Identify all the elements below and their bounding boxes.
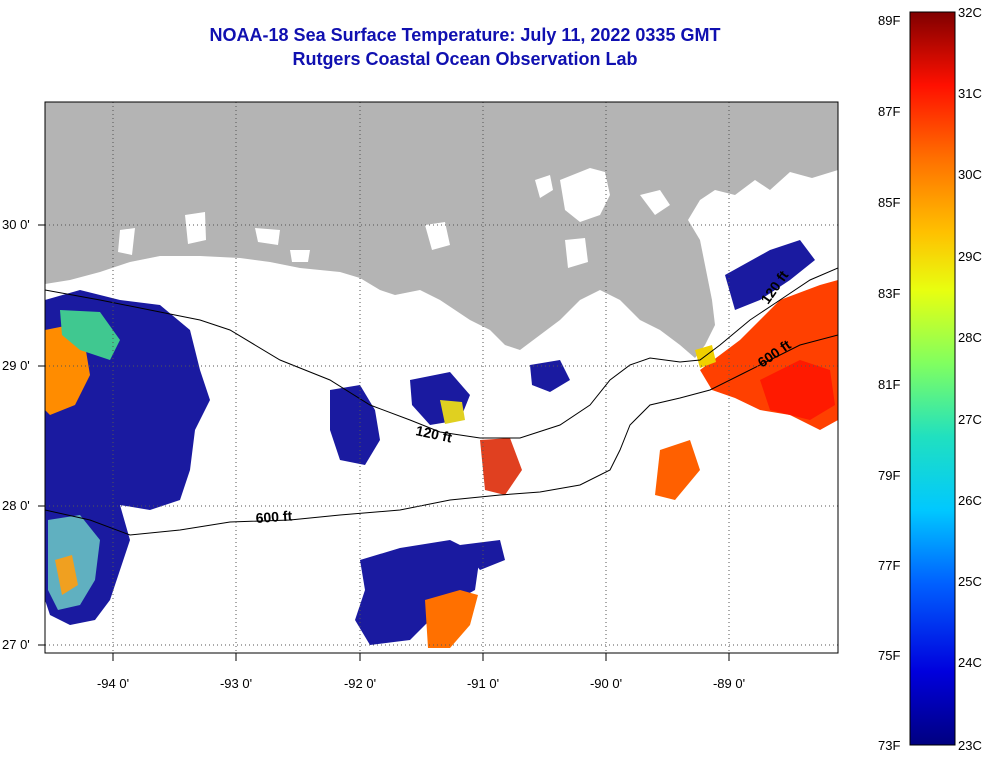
- cb-f-89: 89F: [878, 13, 900, 28]
- sst-cold-south: [355, 540, 480, 645]
- sst-green-west: [60, 310, 120, 360]
- lon-label-92: -92 0': [344, 676, 376, 691]
- colorbar-celsius-labels: 32C 31C 30C 29C 28C 27C 26C 25C 24C 23C: [958, 5, 982, 753]
- cb-c-26: 26C: [958, 493, 982, 508]
- map-frame: [44, 101, 839, 654]
- cb-c-32: 32C: [958, 5, 982, 20]
- chart-subtitle: Rutgers Coastal Ocean Observation Lab: [292, 49, 638, 69]
- sst-cold-central-3: [530, 360, 570, 392]
- lat-label-29: 29 0': [2, 358, 30, 373]
- sst-yellow-central: [440, 400, 465, 424]
- axis-ticks: [38, 224, 730, 661]
- cb-f-73: 73F: [878, 738, 900, 753]
- lon-label-90: -90 0': [590, 676, 622, 691]
- contour-label-120-west: 120 ft: [414, 422, 453, 445]
- lake-7: [565, 238, 588, 268]
- longitude-labels: -94 0' -93 0' -92 0' -91 0' -90 0' -89 0…: [97, 676, 745, 691]
- contour-label-600-west: 600 ft: [255, 507, 293, 526]
- cb-c-24: 24C: [958, 655, 982, 670]
- sst-warm-south: [425, 590, 478, 648]
- cb-f-79: 79F: [878, 468, 900, 483]
- lon-label-93: -93 0': [220, 676, 252, 691]
- cb-f-83: 83F: [878, 286, 900, 301]
- cb-c-30: 30C: [958, 167, 982, 182]
- cb-f-81: 81F: [878, 377, 900, 392]
- sst-yellow-east: [695, 345, 716, 368]
- cb-c-31: 31C: [958, 86, 982, 101]
- sst-cold-east: [725, 240, 815, 310]
- contour-600ft: [45, 334, 838, 536]
- lake-4: [425, 222, 450, 250]
- lat-label-27: 27 0': [2, 637, 30, 652]
- cb-c-27: 27C: [958, 412, 982, 427]
- sst-cold-central: [330, 385, 380, 465]
- lake-3: [640, 190, 670, 215]
- colorbar: [909, 11, 956, 746]
- cb-f-87: 87F: [878, 104, 900, 119]
- lat-label-30: 30 0': [2, 217, 30, 232]
- sst-orange-sw: [55, 555, 78, 595]
- cb-f-75: 75F: [878, 648, 900, 663]
- lat-label-28: 28 0': [2, 498, 30, 513]
- cb-f-85: 85F: [878, 195, 900, 210]
- latitude-labels: 30 0' 29 0' 28 0' 27 0': [2, 217, 30, 652]
- cb-f-77: 77F: [878, 558, 900, 573]
- cb-c-28: 28C: [958, 330, 982, 345]
- lon-label-91: -91 0': [467, 676, 499, 691]
- lake-6: [185, 212, 206, 244]
- cb-c-23: 23C: [958, 738, 982, 753]
- lake-2: [535, 175, 553, 198]
- lake-1: [560, 168, 610, 222]
- colorbar-fahrenheit-labels: 89F 87F 85F 83F 81F 79F 77F 75F 73F: [878, 13, 900, 753]
- lake-8: [290, 250, 310, 262]
- lon-label-89: -89 0': [713, 676, 745, 691]
- contour-120ft: [45, 267, 838, 439]
- lake-9: [118, 228, 135, 255]
- lon-label-94: -94 0': [97, 676, 129, 691]
- lake-5: [255, 228, 280, 245]
- cb-c-25: 25C: [958, 574, 982, 589]
- sst-red-east: [760, 360, 835, 420]
- lake-10: [700, 200, 760, 245]
- sst-orange-east-spots: [655, 440, 700, 500]
- sst-mixed-central: [480, 438, 522, 495]
- graticule: [45, 102, 838, 653]
- chart-title: NOAA-18 Sea Surface Temperature: July 11…: [209, 25, 721, 45]
- cb-c-29: 29C: [958, 249, 982, 264]
